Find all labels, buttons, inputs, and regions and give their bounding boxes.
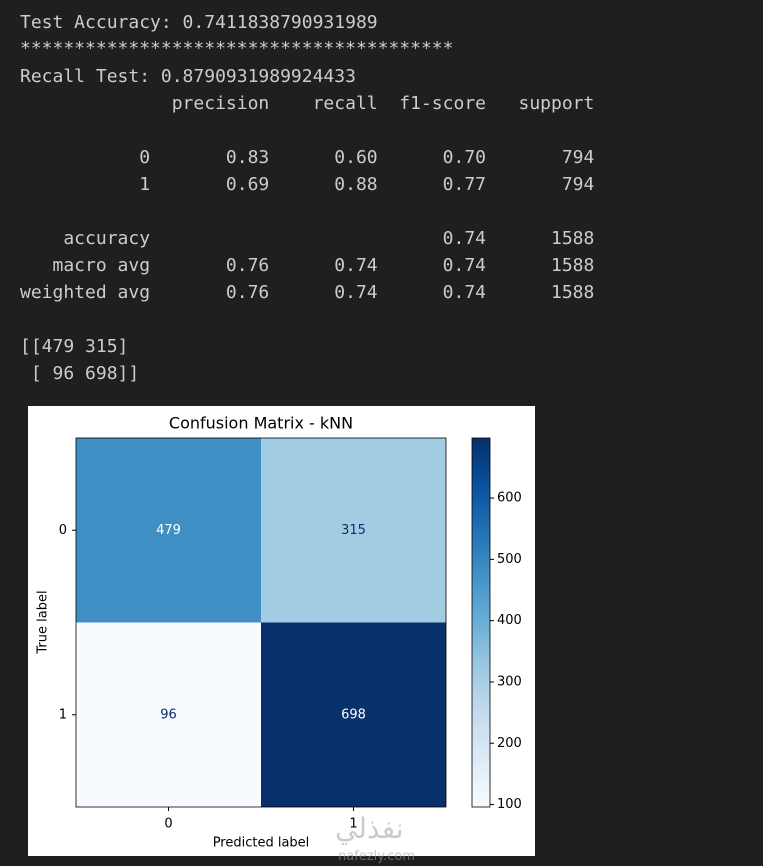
heatmap-cell — [261, 622, 446, 807]
chart-title: Confusion Matrix - kNN — [169, 414, 353, 433]
heatmap-cell — [261, 438, 446, 623]
report-row: 1 0.69 0.88 0.77 794 — [20, 174, 595, 195]
matrix-line: [ 96 698]] — [20, 363, 140, 384]
report-row: macro avg 0.76 0.74 0.74 1588 — [20, 255, 595, 276]
y-axis-label: True label — [36, 590, 51, 654]
cell-label: 96 — [160, 707, 177, 722]
colorbar-tick-label: 500 — [497, 552, 522, 567]
plot-frame — [75, 437, 447, 808]
cell-label: 479 — [156, 523, 181, 538]
colorbar-tick-label: 300 — [497, 674, 522, 689]
colorbar — [471, 437, 491, 808]
matrix-line: [[479 315] — [20, 336, 129, 357]
heatmap-cell — [76, 438, 261, 623]
x-tick-label: 1 — [349, 817, 357, 832]
x-axis-label: Predicted label — [213, 836, 310, 851]
colorbar-tick-label: 200 — [497, 736, 522, 751]
y-tick-label: 1 — [59, 707, 67, 722]
report-row: 0 0.83 0.60 0.70 794 — [20, 147, 595, 168]
colorbar-tick-label: 400 — [497, 613, 522, 628]
chart: Confusion Matrix - kNN Predicted label T… — [28, 406, 535, 856]
colorbar-tick-label: 100 — [497, 797, 522, 812]
heatmap-cell — [76, 622, 261, 807]
report-row: weighted avg 0.76 0.74 0.74 1588 — [20, 282, 595, 303]
cell-label: 315 — [341, 523, 366, 538]
y-tick-label: 0 — [59, 523, 67, 538]
watermark: نفذلي — [335, 812, 404, 845]
watermark: nafezly.com — [338, 849, 415, 864]
output-line: Recall Test: 0.8790931989924433 — [20, 66, 356, 87]
output-line: Test Accuracy: 0.7411838790931989 — [20, 12, 378, 33]
output-line: **************************************** — [20, 38, 454, 59]
report-header: precision recall f1-score support — [20, 93, 595, 114]
colorbar-tick-label: 600 — [497, 491, 522, 506]
cell-label: 698 — [341, 707, 366, 722]
report-row: accuracy 0.74 1588 — [20, 228, 595, 249]
x-tick-label: 0 — [164, 817, 172, 832]
